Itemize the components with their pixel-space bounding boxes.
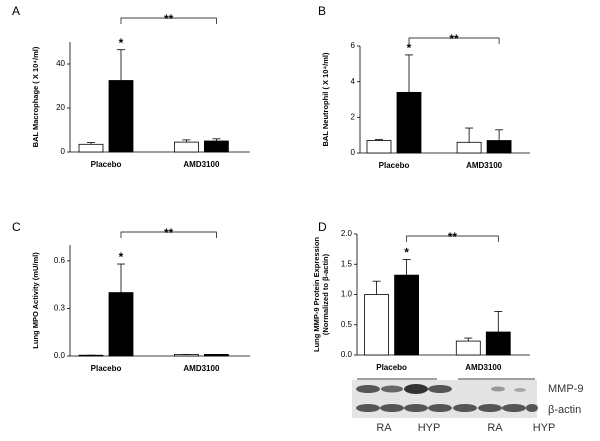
x-tick-label: Placebo [91, 364, 122, 373]
panel-label: D [318, 220, 327, 234]
panel-label: B [318, 4, 326, 18]
y-axis-label: BAL Macrophage ( X 10⁴/ml) [31, 46, 40, 147]
annotation: ** [449, 32, 459, 46]
y-tick-label: 1.0 [341, 290, 353, 299]
bar [366, 140, 392, 154]
y-tick-label: 20 [56, 103, 65, 112]
bar [456, 141, 482, 154]
bar [108, 292, 134, 357]
panel-label: C [12, 220, 21, 234]
blot-band-label: β-actin [548, 404, 581, 416]
y-tick-label: 4 [351, 77, 356, 86]
y-tick-label: 6 [351, 41, 356, 50]
annotation: * [119, 250, 124, 264]
panel-label: A [12, 4, 20, 18]
annotation: * [119, 36, 124, 50]
y-tick-label: 0.0 [341, 350, 353, 359]
annotation: * [404, 246, 409, 260]
x-tick-label: AMD3100 [466, 161, 503, 170]
y-tick-label: 0.6 [54, 256, 66, 265]
bar [396, 91, 422, 154]
annotation: ** [164, 12, 174, 26]
x-tick-label: Placebo [379, 161, 410, 170]
bracket [406, 235, 499, 242]
bar [108, 80, 134, 153]
bar [485, 331, 511, 356]
y-tick-label: 0 [61, 147, 66, 156]
bar [455, 340, 481, 356]
blot-band-label: MMP-9 [548, 383, 583, 395]
blot-lane-label: RA [376, 422, 392, 434]
bracket [408, 37, 500, 44]
y-axis-label: Lung MMP-9 Protein Expression [312, 237, 321, 352]
x-tick-label: Placebo [376, 363, 407, 372]
bar [203, 140, 229, 153]
bar [486, 140, 512, 154]
annotation: ** [448, 230, 458, 244]
x-tick-label: AMD3100 [465, 363, 502, 372]
bar [173, 141, 199, 153]
x-tick-label: AMD3100 [183, 160, 220, 169]
annotation: ** [164, 226, 174, 240]
blot-lane-label: HYP [418, 422, 441, 434]
bar [78, 143, 104, 153]
y-axis-label: (Normalized to β-actin) [321, 253, 330, 335]
bar [364, 294, 390, 356]
bracket [120, 17, 217, 24]
y-tick-label: 0 [351, 148, 356, 157]
y-tick-label: 40 [56, 59, 65, 68]
x-tick-label: AMD3100 [183, 364, 220, 373]
blot-lane-label: RA [487, 422, 503, 434]
x-tick-label: Placebo [91, 160, 122, 169]
bar [394, 274, 420, 356]
y-tick-label: 0.3 [54, 304, 66, 313]
annotation: * [407, 41, 412, 55]
y-tick-label: 1.5 [341, 259, 353, 268]
y-tick-label: 0.0 [54, 351, 66, 360]
y-axis-label: BAL Neutrophil ( X 10⁴/ml) [321, 52, 330, 146]
y-axis-label: Lung MPO Activity (mU/ml) [31, 252, 40, 349]
y-tick-label: 2.0 [341, 229, 353, 238]
bracket [120, 231, 217, 238]
y-tick-label: 0.5 [341, 320, 353, 329]
y-tick-label: 2 [351, 112, 356, 121]
blot-image [352, 378, 538, 418]
blot-lane-label: HYP [533, 422, 556, 434]
